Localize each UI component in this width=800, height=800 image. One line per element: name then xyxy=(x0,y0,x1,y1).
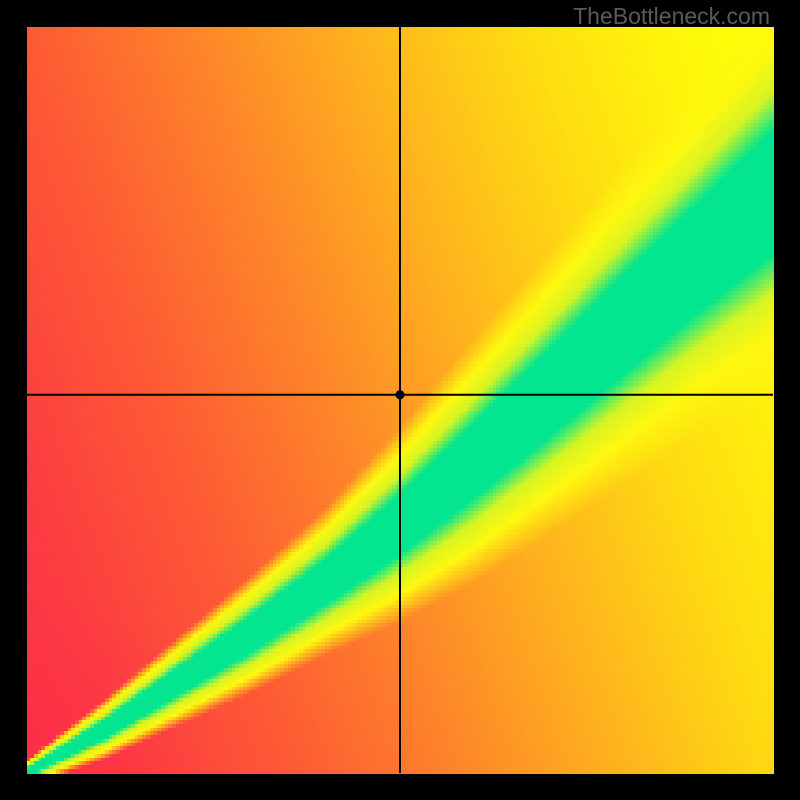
bottleneck-heatmap xyxy=(0,0,800,800)
watermark-text: TheBottleneck.com xyxy=(573,3,770,30)
chart-container: TheBottleneck.com xyxy=(0,0,800,800)
